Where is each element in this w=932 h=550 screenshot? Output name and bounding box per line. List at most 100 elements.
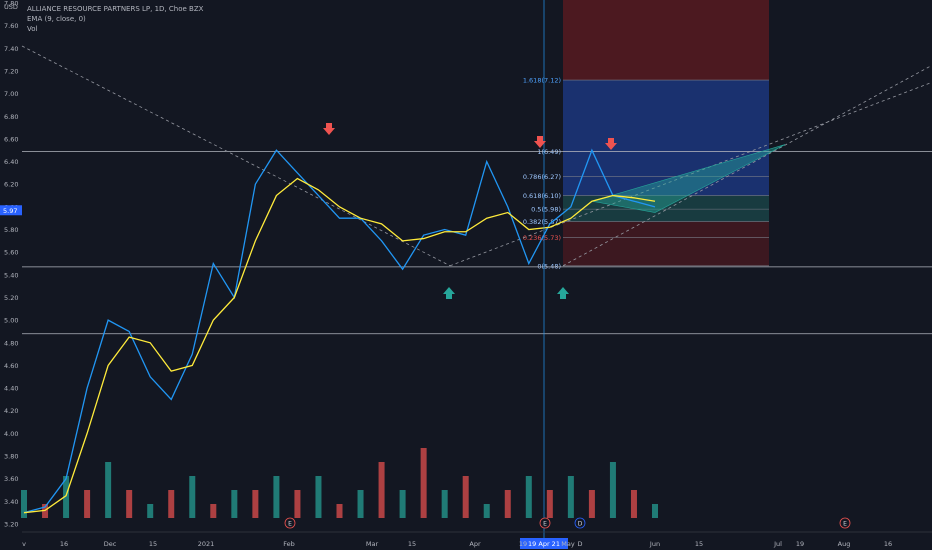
price-axis: 7.807.607.407.207.006.806.606.406.206.00… <box>4 0 18 529</box>
price-tick-label: 5.40 <box>4 271 18 279</box>
sell-arrow-icon <box>534 136 546 148</box>
price-tick-label: 3.80 <box>4 453 18 461</box>
fib-level-label: 0.5(5.98) <box>531 206 561 214</box>
time-tick-label: Apr <box>469 540 481 548</box>
fib-level-label: 0.382(5.87) <box>523 218 561 226</box>
event-marker-label: E <box>543 521 547 528</box>
price-line <box>23 148 656 514</box>
price-tick-label: 7.80 <box>4 0 18 8</box>
event-marker <box>539 517 551 529</box>
volume-bar <box>609 462 616 518</box>
volume-bar <box>441 490 448 518</box>
buy-arrow-icon <box>557 287 569 299</box>
time-tick-label: Jul <box>773 540 782 548</box>
volume-bar <box>84 490 91 518</box>
price-tick-label: 4.20 <box>4 407 18 415</box>
volume-bar <box>378 462 385 518</box>
time-tick-label: 2021 <box>198 540 215 548</box>
volume-bar <box>126 490 133 518</box>
legend-vol: Vol <box>27 25 38 33</box>
price-tick-label: 4.80 <box>4 339 18 347</box>
trend-line-up <box>449 81 932 267</box>
volume-bar <box>630 490 637 518</box>
price-tick-label: 6.40 <box>4 158 18 166</box>
projection-triangle <box>591 144 786 213</box>
volume-bar <box>147 504 154 518</box>
time-tick-label: 19 <box>519 540 527 548</box>
fib-risk-zone-top <box>563 0 769 81</box>
price-tick-label: 7.60 <box>4 22 18 30</box>
price-tick-label: 6.80 <box>4 113 18 121</box>
event-marker-label: D <box>578 521 583 528</box>
ema-line <box>23 177 656 514</box>
time-tick-label: v <box>22 540 26 548</box>
sell-arrow-icon <box>605 138 617 150</box>
fib-zone-red <box>563 221 769 266</box>
time-tick-label: 15 <box>408 540 416 548</box>
volume-bar <box>168 490 175 518</box>
time-tick-label: D <box>577 540 582 548</box>
volume-bar <box>210 504 217 518</box>
current-price-badge <box>0 205 22 216</box>
volume-bar <box>294 490 301 518</box>
volume-bar <box>588 490 595 518</box>
time-tick-label: 15 <box>695 540 703 548</box>
volume-bar <box>399 490 406 518</box>
price-tick-label: 7.00 <box>4 90 18 98</box>
legend-ema: EMA (9, close, 0) <box>27 15 86 23</box>
volume-bar <box>652 504 658 518</box>
price-tick-label: 4.00 <box>4 430 18 438</box>
fib-level-label: 0(5.48) <box>537 262 561 270</box>
time-tick-label: Feb <box>283 540 295 548</box>
volume-bar <box>252 490 259 518</box>
time-tick-label: May <box>561 540 575 548</box>
trend-line-down <box>21 45 451 267</box>
volume-bar <box>483 504 490 518</box>
price-tick-label: 3.40 <box>4 498 18 506</box>
price-tick-label: 7.40 <box>4 45 18 53</box>
volume-bar <box>105 462 112 518</box>
current-price-label: 5.97 <box>3 207 17 215</box>
time-tick-label: Dec <box>104 540 117 548</box>
trend-line-up-2 <box>562 64 932 267</box>
volume-bar <box>567 476 574 518</box>
event-marker <box>839 517 851 529</box>
volume-bar <box>21 490 27 518</box>
price-tick-label: 5.20 <box>4 294 18 302</box>
price-tick-label: 4.60 <box>4 362 18 370</box>
event-marker-label: E <box>843 521 847 528</box>
price-tick-label: 5.80 <box>4 226 18 234</box>
volume-bar <box>63 476 70 518</box>
chart-legend: ALLIANCE RESOURCE PARTNERS LP, 1D, Choe … <box>27 4 203 34</box>
fib-level-label: 1.618(7.12) <box>523 77 561 85</box>
time-tick-label: 15 <box>149 540 157 548</box>
price-tick-label: 3.20 <box>4 521 18 529</box>
fib-zone-blue <box>563 80 769 196</box>
fib-level-label: 1(6.49) <box>537 148 561 156</box>
fib-level-label: 0.618(6.10) <box>523 192 561 200</box>
buy-arrow-icon <box>443 287 455 299</box>
price-tick-label: 5.00 <box>4 317 18 325</box>
time-tick-label: Aug <box>838 540 851 548</box>
event-marker <box>284 517 296 529</box>
volume-bar <box>315 476 322 518</box>
fib-level-label: 0.786(6.27) <box>523 173 561 181</box>
time-tick-label: 16 <box>884 540 892 548</box>
event-marker <box>574 517 586 529</box>
crosshair-date-badge <box>520 538 568 549</box>
volume-bar <box>525 476 532 518</box>
volume-bar <box>504 490 511 518</box>
volume-bar <box>189 476 196 518</box>
price-tick-label: 5.60 <box>4 249 18 257</box>
volume-bar <box>420 448 427 518</box>
volume-bar <box>273 476 280 518</box>
price-unit-label: USD <box>4 3 18 11</box>
sell-arrow-icon <box>323 123 335 135</box>
event-marker-label: E <box>288 521 292 528</box>
price-tick-label: 3.60 <box>4 475 18 483</box>
volume-bar <box>231 490 238 518</box>
volume-bar <box>336 504 343 518</box>
price-tick-label: 6.60 <box>4 135 18 143</box>
legend-title: ALLIANCE RESOURCE PARTNERS LP, 1D, Choe … <box>27 5 204 13</box>
